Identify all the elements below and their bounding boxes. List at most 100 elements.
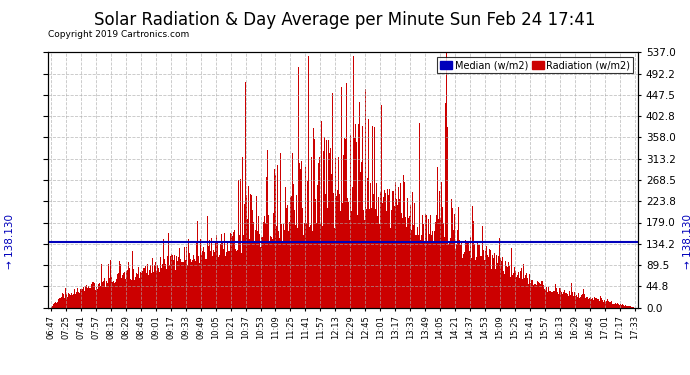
Bar	[630, 306, 631, 308]
Bar	[372, 126, 373, 308]
Bar	[255, 230, 256, 308]
Bar	[567, 294, 568, 307]
Bar	[61, 297, 62, 307]
Bar	[313, 128, 314, 308]
Bar	[253, 222, 254, 308]
Bar	[338, 157, 339, 308]
Bar	[192, 261, 193, 308]
Bar	[474, 244, 475, 308]
Bar	[511, 248, 512, 308]
Bar	[571, 283, 572, 308]
Bar	[533, 285, 534, 308]
Bar	[353, 56, 354, 308]
Bar	[292, 153, 293, 308]
Bar	[569, 291, 570, 308]
Bar	[158, 268, 159, 308]
Bar	[468, 242, 469, 308]
Bar	[157, 264, 158, 308]
Bar	[237, 251, 238, 308]
Bar	[409, 216, 410, 308]
Bar	[140, 272, 141, 308]
Bar	[398, 187, 399, 308]
Bar	[502, 257, 503, 307]
Bar	[303, 234, 304, 308]
Bar	[268, 241, 270, 308]
Bar	[391, 210, 392, 308]
Bar	[190, 260, 191, 308]
Bar	[620, 305, 622, 308]
Bar	[480, 256, 481, 307]
Bar	[389, 189, 390, 308]
Bar	[406, 226, 407, 308]
Bar	[97, 284, 99, 308]
Bar	[170, 256, 171, 307]
Bar	[169, 265, 170, 308]
Bar	[79, 289, 81, 308]
Bar	[542, 281, 543, 308]
Bar	[626, 306, 627, 308]
Bar	[75, 294, 76, 307]
Bar	[71, 293, 72, 308]
Bar	[435, 222, 436, 308]
Bar	[594, 297, 595, 307]
Bar	[166, 268, 167, 308]
Bar	[122, 274, 123, 308]
Bar	[464, 252, 465, 308]
Bar	[197, 221, 198, 308]
Bar	[582, 289, 584, 308]
Bar	[605, 302, 606, 307]
Bar	[431, 235, 433, 308]
Bar	[385, 193, 386, 308]
Bar	[150, 265, 151, 308]
Bar	[504, 274, 505, 308]
Bar	[466, 242, 468, 308]
Bar	[442, 207, 443, 308]
Bar	[541, 281, 542, 308]
Bar	[393, 191, 395, 308]
Bar	[371, 208, 372, 308]
Bar	[570, 296, 571, 307]
Bar	[447, 127, 448, 308]
Bar	[556, 288, 558, 308]
Bar	[319, 157, 320, 308]
Bar	[355, 124, 357, 308]
Bar	[193, 259, 195, 308]
Bar	[102, 282, 103, 308]
Bar	[309, 227, 310, 308]
Bar	[165, 266, 166, 308]
Bar	[547, 292, 549, 308]
Bar	[167, 256, 168, 307]
Bar	[463, 254, 464, 308]
Bar	[67, 297, 68, 307]
Bar	[576, 295, 577, 307]
Bar	[375, 210, 376, 308]
Bar	[501, 261, 502, 308]
Bar	[175, 270, 177, 308]
Bar	[379, 224, 380, 308]
Bar	[130, 279, 131, 308]
Bar	[566, 293, 567, 308]
Bar	[208, 246, 209, 308]
Bar	[462, 258, 463, 307]
Bar	[349, 220, 350, 308]
Bar	[370, 183, 371, 308]
Bar	[473, 220, 474, 308]
Bar	[453, 230, 454, 308]
Bar	[155, 270, 157, 308]
Bar	[65, 288, 66, 308]
Bar	[510, 277, 511, 308]
Bar	[593, 300, 594, 307]
Bar	[161, 268, 162, 308]
Bar	[590, 297, 591, 307]
Bar	[337, 189, 338, 308]
Bar	[135, 277, 136, 308]
Bar	[362, 126, 363, 308]
Bar	[440, 209, 442, 308]
Bar	[437, 166, 438, 308]
Bar	[623, 305, 624, 308]
Bar	[266, 177, 267, 308]
Bar	[56, 303, 57, 307]
Bar	[77, 288, 78, 308]
Bar	[558, 294, 559, 307]
Bar	[377, 216, 378, 308]
